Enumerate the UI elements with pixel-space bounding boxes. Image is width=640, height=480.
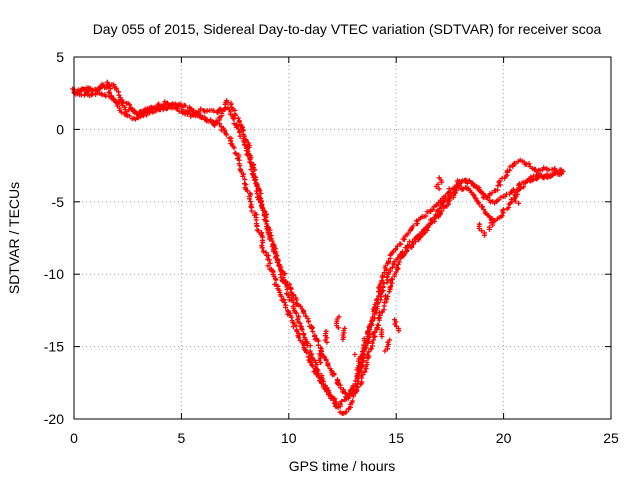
extra-point (361, 331, 371, 348)
series-trace-3 (70, 82, 566, 401)
y-tick-label: -20 (44, 411, 64, 427)
x-tick-label: 5 (178, 430, 186, 446)
extra-point (374, 323, 385, 339)
y-tick-label: 0 (56, 121, 64, 137)
series-markers (70, 82, 566, 401)
x-tick-label: 25 (603, 430, 619, 446)
extra-point (340, 325, 348, 342)
plot-frame (73, 56, 612, 420)
y-axis-label: SDTVAR / TECUs (6, 182, 22, 294)
extra-point (476, 221, 488, 238)
grid-lines (74, 57, 611, 419)
extra-point (392, 317, 402, 334)
x-tick-label: 15 (388, 430, 404, 446)
x-tick-label: 20 (496, 430, 512, 446)
series-trace-2 (71, 90, 565, 416)
extra-markers (316, 175, 522, 368)
axis-ticks: 0 5 10 15 20 25 -20 -15 -10 -5 0 5 (44, 49, 619, 446)
x-tick-label: 0 (70, 430, 78, 446)
y-tick-label: -5 (52, 194, 65, 210)
chart-title: Day 055 of 2015, Sidereal Day-to-day VTE… (93, 21, 602, 37)
extra-point (382, 337, 393, 354)
x-axis-label: GPS time / hours (289, 458, 396, 474)
extra-point (316, 349, 325, 366)
y-tick-label: -15 (44, 339, 64, 355)
extra-point (512, 189, 522, 206)
y-tick-label: -10 (44, 266, 64, 282)
extra-point (433, 175, 445, 192)
extra-point (486, 215, 496, 232)
x-tick-label: 10 (281, 430, 297, 446)
series-markers (71, 90, 565, 416)
extra-point (352, 352, 363, 368)
y-tick-label: 5 (56, 49, 64, 65)
extra-point (334, 314, 342, 331)
data-series (70, 79, 566, 416)
extra-point (322, 328, 330, 345)
